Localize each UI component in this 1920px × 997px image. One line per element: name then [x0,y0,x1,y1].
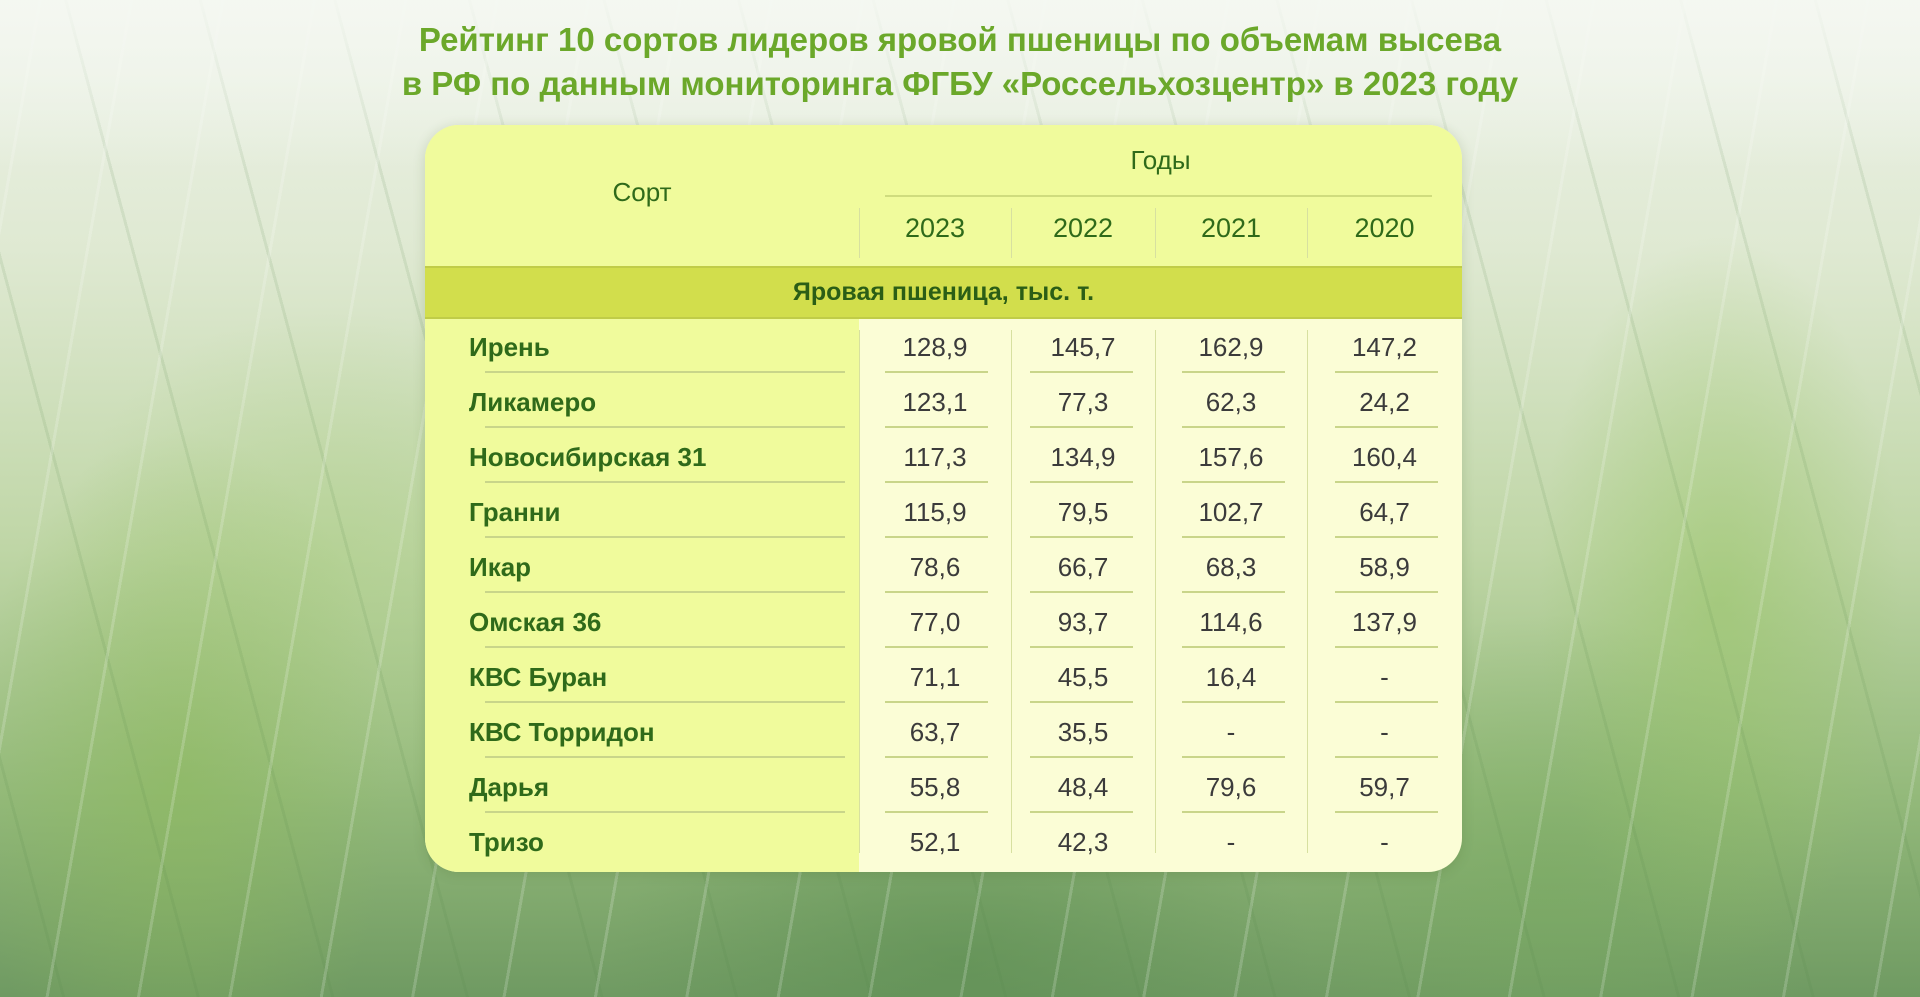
variety-name: КВС Торридон [469,717,655,747]
value-2022: 145,7 [1050,332,1116,362]
value-2023: 128,9 [902,332,968,362]
variety-name: Тризо [469,827,544,857]
value-2022: 66,7 [1057,552,1109,582]
table-row: Тризо 52,1 42,3 - - [425,813,1462,868]
value-2021: - [1226,827,1236,857]
table-row: Гранни 115,9 79,5 102,7 64,7 [425,483,1462,538]
column-divider [859,330,860,853]
value-2022: 77,3 [1057,387,1109,417]
page-title: Рейтинг 10 сортов лидеров яровой пшеницы… [0,18,1920,106]
table-row: КВС Буран 71,1 45,5 16,4 - [425,648,1462,703]
value-2022: 93,7 [1057,607,1109,637]
value-2021: 79,6 [1205,772,1257,802]
table-row: Дарья 55,8 48,4 79,6 59,7 [425,758,1462,813]
value-2023: 117,3 [903,442,967,472]
variety-name: Ирень [469,332,550,362]
value-2022: 35,5 [1057,717,1109,747]
section-band: Яровая пшеница, тыс. т. [425,266,1462,319]
header-divider [859,208,860,258]
table-row: Ликамеро 123,1 77,3 62,3 24,2 [425,373,1462,428]
variety-name: Гранни [469,497,561,527]
years-divider [885,195,1432,197]
value-2021: 162,9 [1198,332,1264,362]
value-2023: 52,1 [909,827,961,857]
title-line-1: Рейтинг 10 сортов лидеров яровой пшеницы… [418,21,1502,58]
value-2020: - [1380,717,1389,747]
value-2020: 137,9 [1351,607,1418,637]
value-2022: 134,9 [1050,442,1116,472]
value-2020: - [1380,662,1389,692]
value-2021: - [1226,717,1236,747]
value-2021: 102,7 [1198,497,1264,527]
variety-name: Новосибирская 31 [469,442,707,472]
header-year-2020: 2020 [1354,213,1415,243]
header-year-2023: 2023 [904,213,966,243]
value-2023: 71,1 [909,662,961,692]
value-2020: 59,7 [1359,772,1410,802]
table-row: Омская 36 77,0 93,7 114,6 137,9 [425,593,1462,648]
value-2023: 63,7 [909,717,961,747]
header-divider [1155,208,1156,258]
table-row: Новосибирская 31 117,3 134,9 157,6 160,4 [425,428,1462,483]
value-2022: 48,4 [1057,772,1109,802]
value-2020: 24,2 [1359,387,1410,417]
variety-name: Ликамеро [469,387,597,417]
title-line-2: в РФ по данным мониторинга ФГБУ «Россель… [401,65,1519,102]
value-2021: 16,4 [1205,662,1257,692]
variety-name: Дарья [469,772,550,802]
value-2020: 64,7 [1359,497,1410,527]
value-2023: 55,8 [909,772,961,802]
value-2020: 58,9 [1359,552,1410,582]
value-2020: 160,4 [1351,442,1418,472]
variety-name: Омская 36 [469,607,602,637]
column-divider [1011,330,1012,853]
section-label: Яровая пшеница, тыс. т. [792,278,1095,306]
value-2020: - [1380,827,1389,857]
header-year-2022: 2022 [1052,213,1114,243]
value-2022: 42,3 [1057,827,1109,857]
header-divider [1011,208,1012,258]
value-2021: 68,3 [1205,552,1257,582]
value-2023: 77,0 [909,607,961,637]
value-2022: 45,5 [1057,662,1109,692]
header-year-2021: 2021 [1200,213,1262,243]
value-2023: 115,9 [903,497,967,527]
table-row: Ирень 128,9 145,7 162,9 147,2 [425,318,1462,373]
table-row: Икар 78,6 66,7 68,3 58,9 [425,538,1462,593]
value-2023: 78,6 [909,552,961,582]
value-2020: 147,2 [1351,332,1418,362]
variety-name: Икар [469,552,532,582]
value-2022: 79,5 [1057,497,1109,527]
table-row: КВС Торридон 63,7 35,5 - - [425,703,1462,758]
value-2021: 114,6 [1199,607,1263,637]
value-2021: 62,3 [1205,387,1257,417]
variety-name: КВС Буран [469,662,608,692]
header-divider [1307,208,1308,258]
header-variety: Сорт [612,177,672,207]
header-years: Годы [1130,145,1191,175]
ranking-table: Сорт Годы 2023 2022 2021 2020 Яровая пше… [425,125,1462,872]
value-2023: 123,1 [902,387,968,417]
column-divider [1307,330,1308,853]
column-divider [1155,330,1156,853]
value-2021: 157,6 [1198,442,1264,472]
